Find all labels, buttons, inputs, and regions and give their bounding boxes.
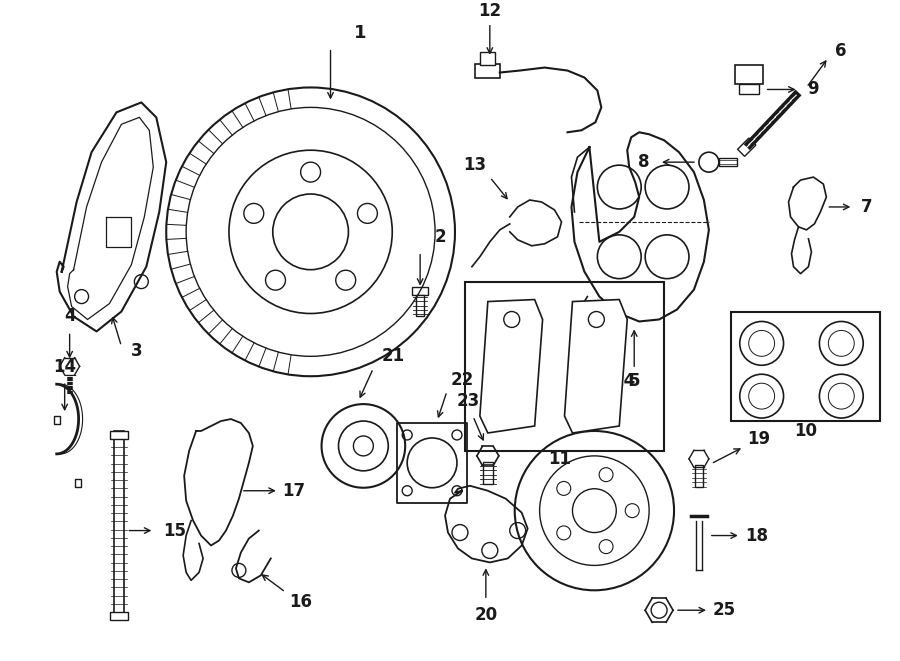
Text: 16: 16	[289, 594, 312, 611]
Text: 1: 1	[354, 24, 366, 42]
Bar	[465, 282, 664, 451]
Bar	[416, 295, 424, 317]
Text: 8: 8	[638, 153, 650, 171]
Bar	[397, 423, 467, 502]
Text: 24: 24	[613, 372, 636, 390]
Bar	[475, 63, 500, 77]
Bar	[734, 65, 762, 85]
Bar	[738, 138, 756, 157]
Bar	[480, 52, 495, 65]
Bar	[75, 479, 81, 486]
Bar	[695, 465, 703, 486]
Bar	[111, 431, 129, 439]
Bar	[412, 287, 428, 295]
Text: 3: 3	[130, 342, 142, 360]
Text: 21: 21	[382, 347, 405, 366]
Text: 6: 6	[834, 42, 846, 59]
Bar	[719, 158, 737, 166]
Text: 14: 14	[53, 358, 76, 376]
Bar	[483, 462, 493, 484]
Text: 12: 12	[478, 2, 501, 20]
Text: 18: 18	[745, 527, 769, 545]
Bar	[114, 431, 124, 620]
Bar	[111, 612, 129, 620]
Text: 2: 2	[434, 228, 446, 246]
Polygon shape	[480, 299, 543, 433]
Bar	[731, 311, 880, 421]
Text: 15: 15	[163, 522, 185, 539]
Text: 5: 5	[628, 372, 640, 390]
Bar	[54, 416, 59, 424]
Text: 13: 13	[464, 156, 487, 174]
Text: 17: 17	[282, 482, 305, 500]
Text: 9: 9	[807, 81, 819, 98]
Text: 20: 20	[474, 606, 498, 624]
Bar	[739, 85, 759, 95]
Text: 10: 10	[794, 422, 817, 440]
Text: 22: 22	[450, 371, 473, 389]
Text: 11: 11	[548, 450, 571, 468]
Text: 23: 23	[456, 392, 480, 410]
Text: 4: 4	[64, 307, 76, 325]
Text: 7: 7	[860, 198, 872, 216]
Text: 19: 19	[747, 430, 770, 448]
Polygon shape	[564, 299, 627, 433]
Text: 25: 25	[712, 602, 735, 619]
